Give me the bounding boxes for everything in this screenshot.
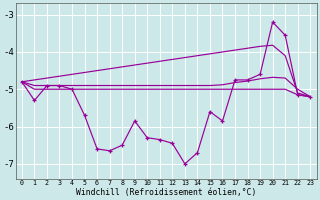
X-axis label: Windchill (Refroidissement éolien,°C): Windchill (Refroidissement éolien,°C) (76, 188, 256, 197)
